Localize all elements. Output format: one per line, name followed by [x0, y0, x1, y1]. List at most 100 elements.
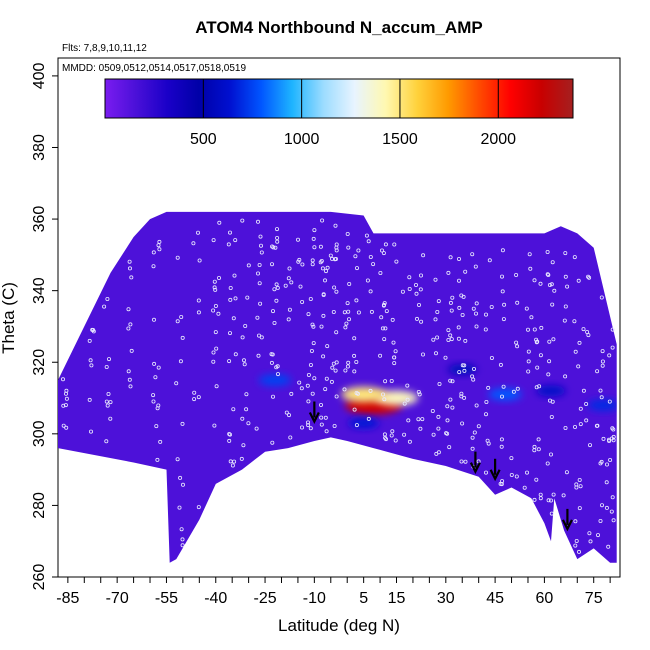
observation-point [460, 363, 465, 368]
observation-point [379, 315, 384, 320]
observation-point [382, 337, 387, 342]
observation-point [392, 361, 397, 366]
observation-point [470, 446, 475, 451]
y-axis-label: Theta (C) [0, 282, 18, 354]
observation-point [418, 273, 423, 278]
observation-point [406, 418, 411, 423]
observation-point [152, 361, 157, 366]
observation-point [414, 316, 419, 321]
observation-point [333, 223, 338, 228]
observation-point [576, 278, 581, 283]
observation-point [311, 324, 316, 329]
observation-point [258, 301, 263, 306]
observation-point [572, 319, 577, 324]
observation-point [600, 359, 605, 364]
observation-point [104, 439, 109, 444]
observation-point [595, 423, 600, 428]
observation-point [534, 385, 539, 390]
observation-point [257, 281, 262, 286]
observation-point [287, 266, 292, 271]
observation-point [325, 344, 330, 349]
observation-point [609, 509, 614, 514]
observation-point [445, 418, 450, 423]
observation-point [390, 317, 395, 322]
observation-point [604, 480, 609, 485]
y-tick-label: 300 [31, 420, 48, 447]
observation-point [499, 394, 504, 399]
observation-point [310, 322, 315, 327]
observation-point [538, 353, 543, 358]
observation-point [306, 423, 311, 428]
observation-point [127, 266, 132, 271]
observation-point [296, 259, 301, 264]
observation-point [325, 265, 330, 270]
observation-point [318, 402, 323, 407]
observation-point [383, 242, 388, 247]
observation-point [228, 285, 233, 290]
observation-point [64, 391, 69, 396]
observation-point [405, 397, 410, 402]
observation-point [445, 431, 450, 436]
observation-point [418, 287, 423, 292]
observation-point [332, 285, 337, 290]
observation-point [449, 337, 454, 342]
observation-point [310, 258, 315, 263]
observation-point [365, 278, 370, 283]
observation-point [246, 421, 251, 426]
observation-point [565, 284, 570, 289]
observation-point [232, 273, 237, 278]
observation-point [402, 401, 407, 406]
observation-point [284, 410, 289, 415]
observation-point [126, 369, 131, 374]
y-tick-label: 280 [31, 492, 48, 519]
x-tick-label: -85 [56, 590, 79, 607]
observation-point [366, 416, 371, 421]
observation-point [598, 461, 603, 466]
observation-point [446, 270, 451, 275]
observation-point [324, 429, 329, 434]
observation-point [563, 274, 568, 279]
observation-point [241, 358, 246, 363]
x-axis-label: Latitude (deg N) [278, 616, 400, 635]
colorbar-gradient [104, 78, 574, 119]
observation-point [456, 278, 461, 283]
observation-point [153, 375, 158, 380]
observation-point [472, 430, 477, 435]
colorbar-ticks: 500 1000 1500 2000 [190, 79, 516, 148]
plot-frame [57, 57, 621, 578]
observation-point [611, 438, 616, 443]
observation-point [368, 388, 373, 393]
observation-point [108, 416, 113, 421]
observation-point [389, 378, 394, 383]
observation-point [463, 459, 468, 464]
x-tick-label: 5 [359, 590, 368, 607]
observation-point [460, 421, 465, 426]
observation-point [330, 365, 335, 370]
observation-point [587, 531, 592, 536]
observation-point [532, 497, 537, 502]
observation-point [549, 511, 554, 516]
observation-point [509, 456, 514, 461]
observation-point [383, 326, 388, 331]
observation-point [606, 544, 611, 549]
observation-point [473, 264, 478, 269]
observation-point [61, 423, 66, 428]
observation-point [368, 254, 373, 259]
observation-point [354, 359, 359, 364]
observation-point [324, 376, 329, 381]
observation-point [286, 413, 291, 418]
observation-point [382, 397, 387, 402]
observation-point [102, 304, 107, 309]
observation-point [611, 518, 616, 523]
observation-point [311, 341, 316, 346]
observation-point [564, 470, 569, 475]
observation-point [352, 407, 357, 412]
y-axis: 260 280 300 320 340 360 380 400 [31, 62, 58, 590]
observation-point [600, 349, 605, 354]
observation-point [295, 237, 300, 242]
observation-point [175, 457, 180, 462]
observation-point [474, 403, 479, 408]
observation-point [489, 355, 494, 360]
y-tick-label: 260 [31, 564, 48, 591]
